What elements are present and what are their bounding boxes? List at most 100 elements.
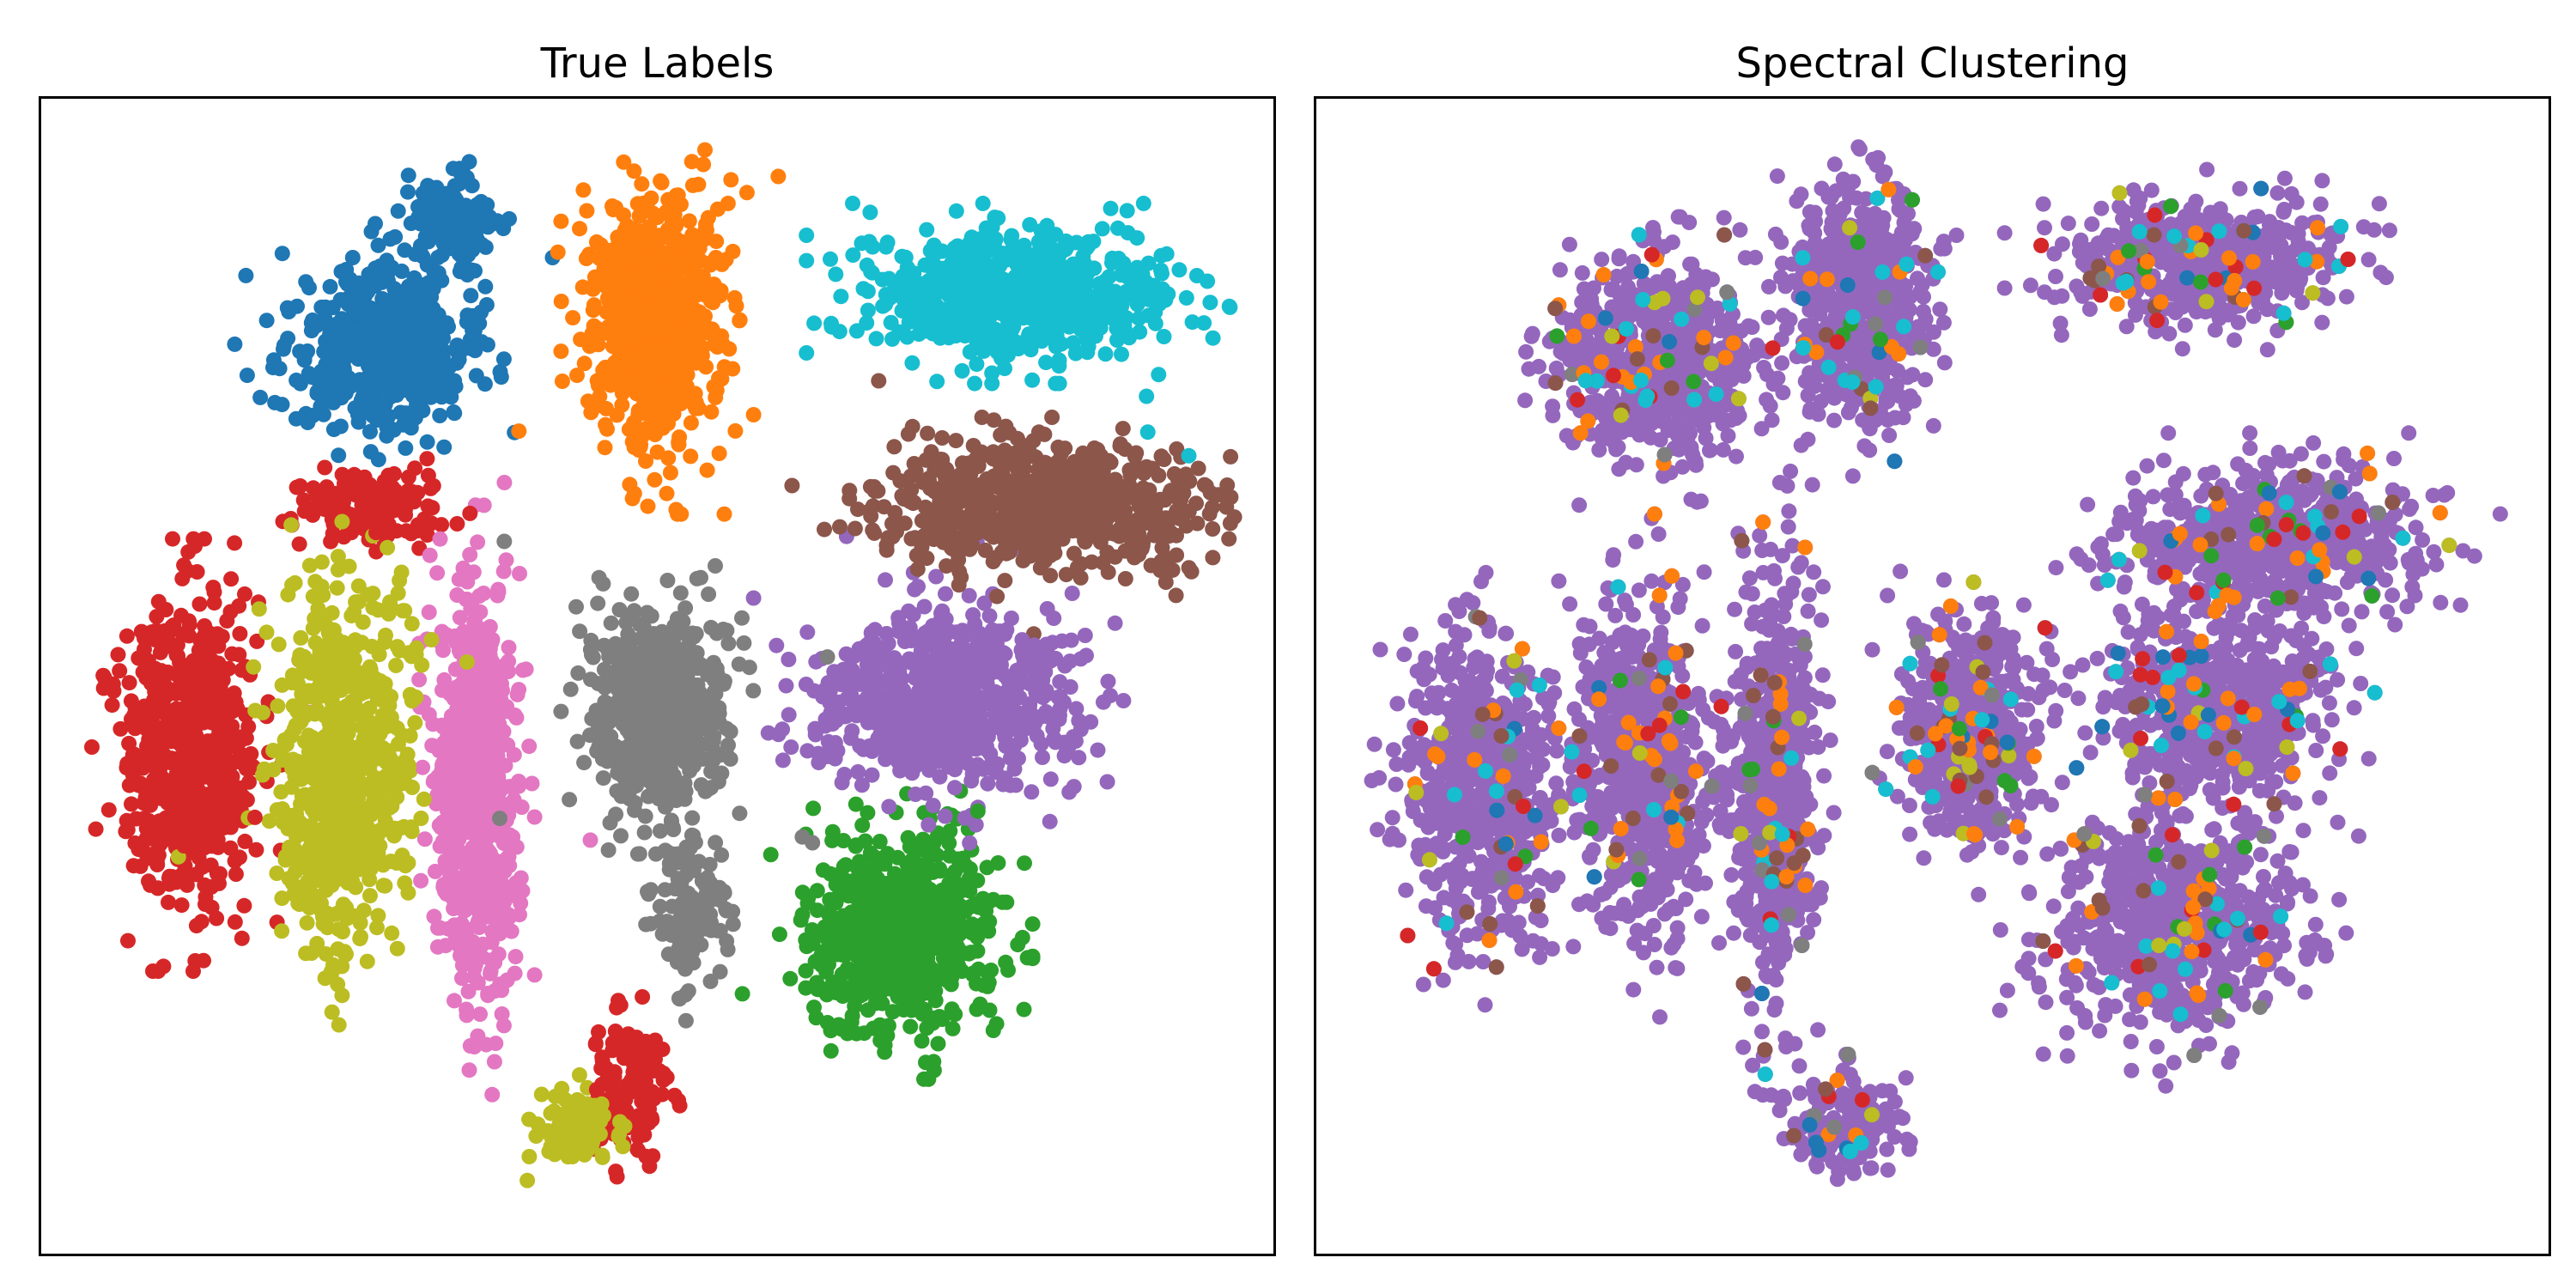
scatter-point — [484, 1086, 501, 1103]
scatter-point — [188, 696, 204, 712]
scatter-point — [579, 203, 595, 219]
scatter-point — [1178, 518, 1194, 534]
scatter-point — [902, 839, 918, 855]
scatter-point — [647, 412, 663, 428]
scatter-point — [1037, 664, 1054, 680]
scatter-point — [934, 430, 951, 446]
scatter-point — [1036, 707, 1053, 723]
scatter-point — [1066, 779, 1082, 795]
scatter-point — [343, 378, 359, 394]
scatter-point — [459, 313, 475, 330]
scatter-point — [886, 439, 902, 455]
scatter-point — [926, 532, 942, 548]
scatter-point — [630, 442, 647, 458]
scatter-point — [914, 986, 930, 1002]
scatter-point — [1072, 721, 1089, 738]
scatter-point — [824, 823, 841, 840]
scatter-point — [120, 933, 136, 949]
scatter-point — [550, 244, 566, 260]
scatter-point — [586, 297, 602, 313]
scatter-point — [1042, 771, 1059, 787]
scatter-point — [1221, 531, 1237, 547]
scatter-point — [866, 525, 883, 541]
scatter-point — [708, 389, 724, 405]
scatter-point — [867, 662, 884, 678]
scatter-point — [145, 963, 161, 979]
scatter-point — [462, 340, 478, 356]
scatter-point — [412, 238, 428, 254]
scatter-point — [653, 358, 670, 374]
scatter-point — [998, 418, 1014, 434]
scatter-point — [630, 1129, 647, 1145]
scatter-point — [100, 802, 117, 818]
scatter-point — [435, 235, 452, 252]
scatter-point — [1054, 441, 1070, 458]
scatter-point — [793, 912, 809, 928]
scatter-point — [1128, 445, 1145, 461]
scatter-point — [1087, 445, 1103, 461]
scatter-point — [960, 756, 976, 772]
scatter-point — [903, 1002, 920, 1018]
scatter-point — [662, 465, 678, 481]
scatter-point — [313, 363, 330, 380]
scatter-point — [690, 340, 707, 356]
scatter-point — [526, 967, 543, 983]
scatter-point — [799, 743, 816, 759]
scatter-point — [858, 889, 874, 905]
scatter-point — [957, 671, 973, 688]
scatter-point — [578, 251, 594, 266]
scatter-point — [191, 596, 208, 612]
scatter-point — [727, 422, 744, 439]
scatter-point — [1069, 559, 1085, 575]
scatter-point — [830, 694, 847, 710]
scatter-point — [463, 288, 479, 304]
scatter-point — [421, 605, 437, 620]
scatter-point — [279, 300, 295, 316]
scatter-point — [714, 371, 730, 387]
scatter-point — [607, 1024, 623, 1039]
scatter-point — [382, 231, 398, 247]
scatter-point — [447, 993, 462, 1009]
scatter-point — [464, 178, 480, 194]
scatter-point — [143, 727, 160, 744]
scatter-point — [291, 536, 307, 552]
scatter-point — [507, 875, 524, 891]
scatter-point — [362, 444, 379, 460]
scatter-point — [720, 195, 736, 211]
scatter-point — [325, 300, 341, 316]
scatter-point — [921, 762, 938, 778]
scatter-point — [239, 792, 255, 808]
scatter-point — [451, 176, 467, 192]
scatter-point — [668, 187, 684, 204]
scatter-point — [915, 927, 932, 943]
scatter-point — [1063, 632, 1079, 648]
scatter-point — [862, 873, 878, 890]
scatter-point — [1115, 693, 1132, 708]
scatter-point — [734, 610, 750, 626]
scatter-point — [1064, 586, 1080, 601]
scatter-point — [265, 352, 282, 368]
scatter-point — [1223, 448, 1239, 465]
scatter-point — [1090, 742, 1106, 758]
scatter-point — [495, 351, 512, 368]
scatter-point — [236, 897, 252, 914]
scatter-point — [224, 775, 240, 791]
scatter-point — [999, 545, 1014, 562]
scatter-point — [705, 295, 721, 311]
scatter-point — [461, 1062, 477, 1078]
scatter-point — [475, 196, 491, 212]
scatter-point — [900, 426, 916, 442]
scatter-point — [635, 989, 651, 1005]
scatter-point — [344, 250, 361, 265]
scatter-point — [969, 929, 986, 945]
scatter-point — [659, 485, 675, 501]
scatter-point — [598, 416, 614, 433]
scatter-point — [441, 686, 458, 702]
scatter-point — [1030, 424, 1047, 440]
scatter-point — [231, 647, 247, 663]
scatter-point — [128, 811, 144, 827]
scatter-point — [461, 154, 477, 170]
scatter-point — [969, 943, 986, 959]
scatter-point — [898, 972, 914, 988]
scatter-point — [1115, 421, 1131, 437]
